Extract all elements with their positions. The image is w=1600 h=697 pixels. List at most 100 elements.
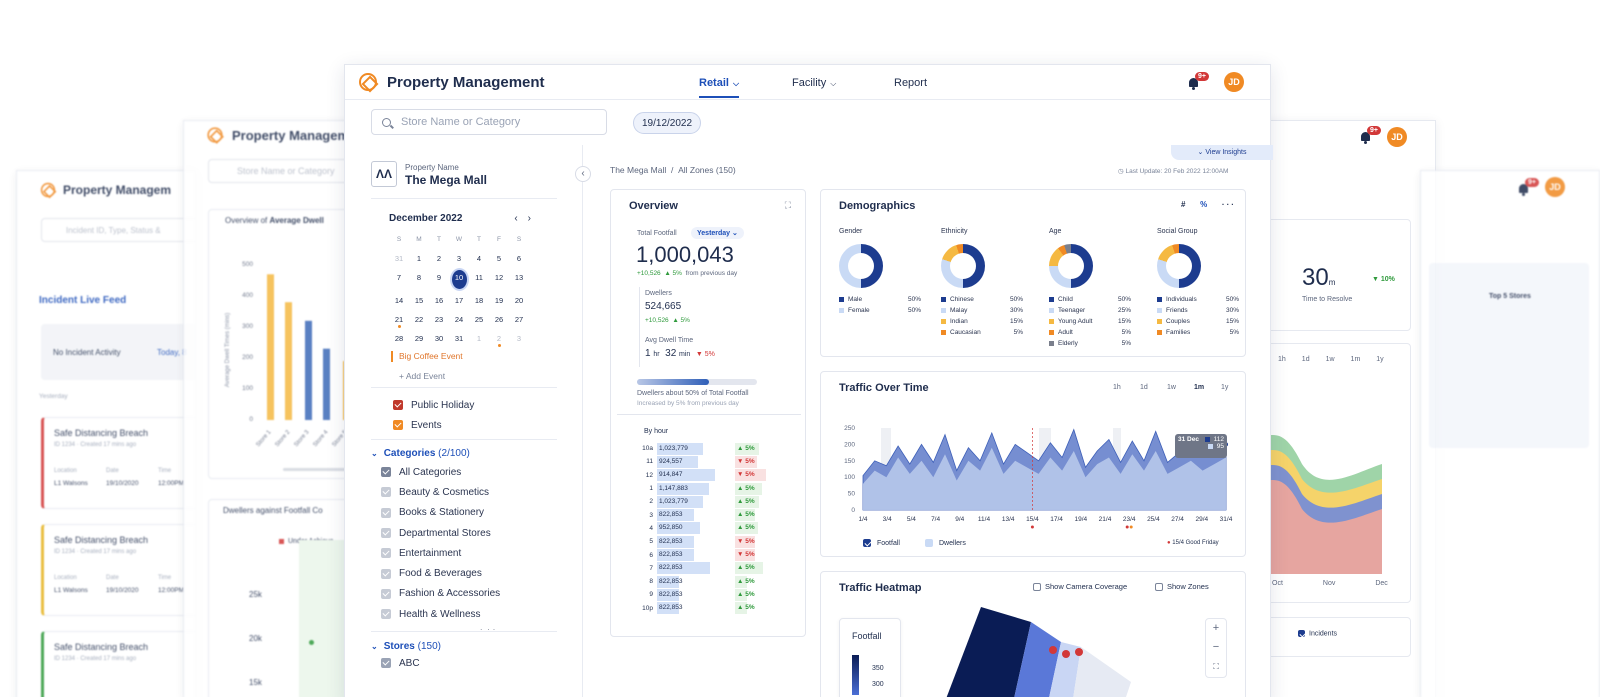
categories-header[interactable]: ⌄ Categories (2/100) — [371, 448, 470, 459]
calendar-day[interactable]: 31 — [394, 254, 404, 263]
nav-report[interactable]: Report — [894, 77, 928, 89]
legend-dwellers[interactable]: Dwellers — [925, 539, 966, 547]
range-1w[interactable]: 1w — [1167, 384, 1176, 391]
calendar-day[interactable]: 28 — [394, 334, 404, 343]
next-month-icon[interactable]: › — [527, 213, 541, 224]
toggle-percent[interactable]: % — [1200, 200, 1210, 209]
range-1d[interactable]: 1d — [1140, 384, 1148, 391]
category-item[interactable]: All Categories — [381, 462, 561, 482]
calendar-day[interactable]: 17 — [454, 296, 464, 305]
bg-avatar-2[interactable]: JD — [1545, 177, 1565, 197]
collapse-panel-icon[interactable]: ‹ — [575, 166, 591, 182]
category-item[interactable]: Beauty & Cosmetics — [381, 482, 561, 502]
calendar-day[interactable]: 31 — [454, 334, 464, 343]
calendar-day[interactable]: 15 — [414, 296, 424, 305]
fullscreen-icon[interactable]: ⛶ — [1213, 662, 1219, 671]
calendar-day[interactable]: 9 — [436, 273, 442, 282]
checkbox-icon[interactable] — [393, 400, 403, 411]
checkbox-icon[interactable] — [381, 658, 391, 669]
checkbox-icon[interactable] — [381, 487, 391, 498]
bg-range-1w[interactable]: 1w — [1325, 356, 1335, 363]
filter-public-holiday[interactable]: Public Holiday — [393, 395, 474, 415]
checkbox-icon[interactable] — [381, 568, 391, 579]
calendar-day[interactable]: 22 — [414, 315, 424, 324]
category-item[interactable]: Books & Stationery — [381, 503, 561, 523]
calendar-day[interactable]: 8 — [416, 273, 422, 282]
bg-range-1m[interactable]: 1m — [1350, 356, 1361, 363]
calendar-event[interactable]: Big Coffee Event — [391, 351, 463, 362]
range-1m[interactable]: 1m — [1194, 384, 1205, 391]
calendar-day[interactable]: 20 — [514, 296, 524, 305]
calendar-day[interactable]: 1 — [416, 254, 422, 263]
calendar-day[interactable]: 6 — [516, 254, 522, 263]
category-item[interactable]: Entertainment — [381, 543, 561, 563]
category-item[interactable]: Departmental Stores — [381, 523, 561, 543]
notification-bell-icon-main[interactable]: 9+ — [1187, 72, 1209, 90]
add-event-button[interactable]: + Add Event — [399, 371, 446, 381]
calendar-day[interactable]: 12 — [494, 273, 504, 282]
checkbox-icon[interactable] — [381, 588, 391, 599]
bg-range-1d[interactable]: 1d — [1301, 356, 1310, 363]
calendar-day[interactable]: 30 — [434, 334, 444, 343]
checkbox-icon[interactable] — [393, 420, 403, 431]
calendar-day[interactable]: 2 — [489, 329, 509, 348]
calendar-day[interactable]: 19 — [494, 296, 504, 305]
category-item[interactable]: Health & Wellness — [381, 604, 561, 624]
period-select[interactable]: Yesterday ⌄ — [691, 227, 744, 239]
user-avatar[interactable]: JD — [1224, 72, 1244, 92]
breadcrumb-root[interactable]: The Mega Mall — [610, 165, 667, 175]
category-item[interactable]: Homeware & Furnishings — [381, 624, 561, 630]
calendar-day[interactable]: 5 — [496, 254, 502, 263]
date-picker[interactable]: 19/12/2022 — [633, 112, 702, 134]
calendar-day[interactable]: 27 — [514, 315, 524, 324]
notification-bell-icon[interactable]: 9+ — [1359, 126, 1381, 144]
prev-month-icon[interactable]: ‹ — [514, 213, 528, 224]
calendar-day[interactable]: 11 — [475, 273, 483, 282]
category-item[interactable]: Food & Beverages — [381, 563, 561, 583]
calendar-day[interactable]: 25 — [474, 315, 484, 324]
calendar-day[interactable]: 3 — [456, 254, 462, 263]
toggle-count[interactable]: # — [1181, 200, 1188, 209]
checkbox-icon[interactable] — [381, 609, 391, 620]
checkbox-icon[interactable] — [381, 507, 391, 518]
nav-facility[interactable]: Facility ⌵ — [792, 77, 837, 89]
incident-card[interactable]: Safe Distancing Breach ID 1234 · Created … — [41, 524, 195, 616]
filter-events[interactable]: Events — [393, 415, 442, 435]
incident-card[interactable]: Safe Distancing Breach ID 1234 · Created … — [41, 417, 195, 509]
calendar-day[interactable]: 16 — [434, 296, 444, 305]
store-search-input[interactable]: Store Name or Category — [371, 109, 607, 135]
nav-retail[interactable]: Retail ⌵ — [699, 77, 740, 98]
incident-card[interactable]: Safe Distancing Breach ID 1234 · Created … — [41, 631, 195, 697]
more-options-icon[interactable]: ··· — [1221, 200, 1236, 209]
view-insights-button[interactable]: ⌄ View Insights — [1171, 145, 1273, 160]
calendar-day[interactable]: 29 — [414, 334, 424, 343]
stores-header[interactable]: ⌄ Stores (150) — [371, 641, 441, 652]
bg-range-1y[interactable]: 1y — [1376, 356, 1384, 363]
calendar-day[interactable]: 14 — [394, 296, 404, 305]
calendar-day[interactable]: 10 — [451, 270, 467, 289]
expand-icon[interactable]: ⛶ — [784, 200, 791, 210]
zoom-in-icon[interactable]: + — [1212, 622, 1220, 634]
range-1h[interactable]: 1h — [1113, 384, 1121, 391]
calendar-day[interactable]: 4 — [476, 254, 482, 263]
range-1y[interactable]: 1y — [1221, 384, 1229, 391]
zones-toggle[interactable]: Show Zones — [1155, 582, 1209, 592]
legend-footfall[interactable]: Footfall — [863, 539, 900, 547]
bg-avatar[interactable]: JD — [1387, 127, 1407, 147]
store-item[interactable]: ABC — [381, 653, 420, 673]
bg-range-1h[interactable]: 1h — [1278, 356, 1286, 363]
floorplan-map[interactable] — [931, 602, 1171, 697]
bg-incident-search[interactable]: Incident ID, Type, Status & — [41, 218, 195, 242]
checkbox-icon[interactable] — [381, 467, 391, 478]
calendar-day[interactable]: 21 — [389, 310, 409, 329]
calendar-day[interactable]: 1 — [476, 334, 482, 343]
calendar-day[interactable]: 23 — [434, 315, 444, 324]
calendar-day[interactable]: 24 — [454, 315, 464, 324]
calendar-day[interactable]: 7 — [396, 273, 402, 282]
calendar-day[interactable]: 26 — [494, 315, 504, 324]
camera-coverage-toggle[interactable]: Show Camera Coverage — [1033, 582, 1127, 592]
property-name[interactable]: The Mega Mall — [405, 173, 488, 187]
zoom-out-icon[interactable]: − — [1212, 641, 1220, 653]
incident-empty-link[interactable]: Today, 8 — [157, 348, 187, 357]
checkbox-icon[interactable] — [381, 548, 391, 559]
